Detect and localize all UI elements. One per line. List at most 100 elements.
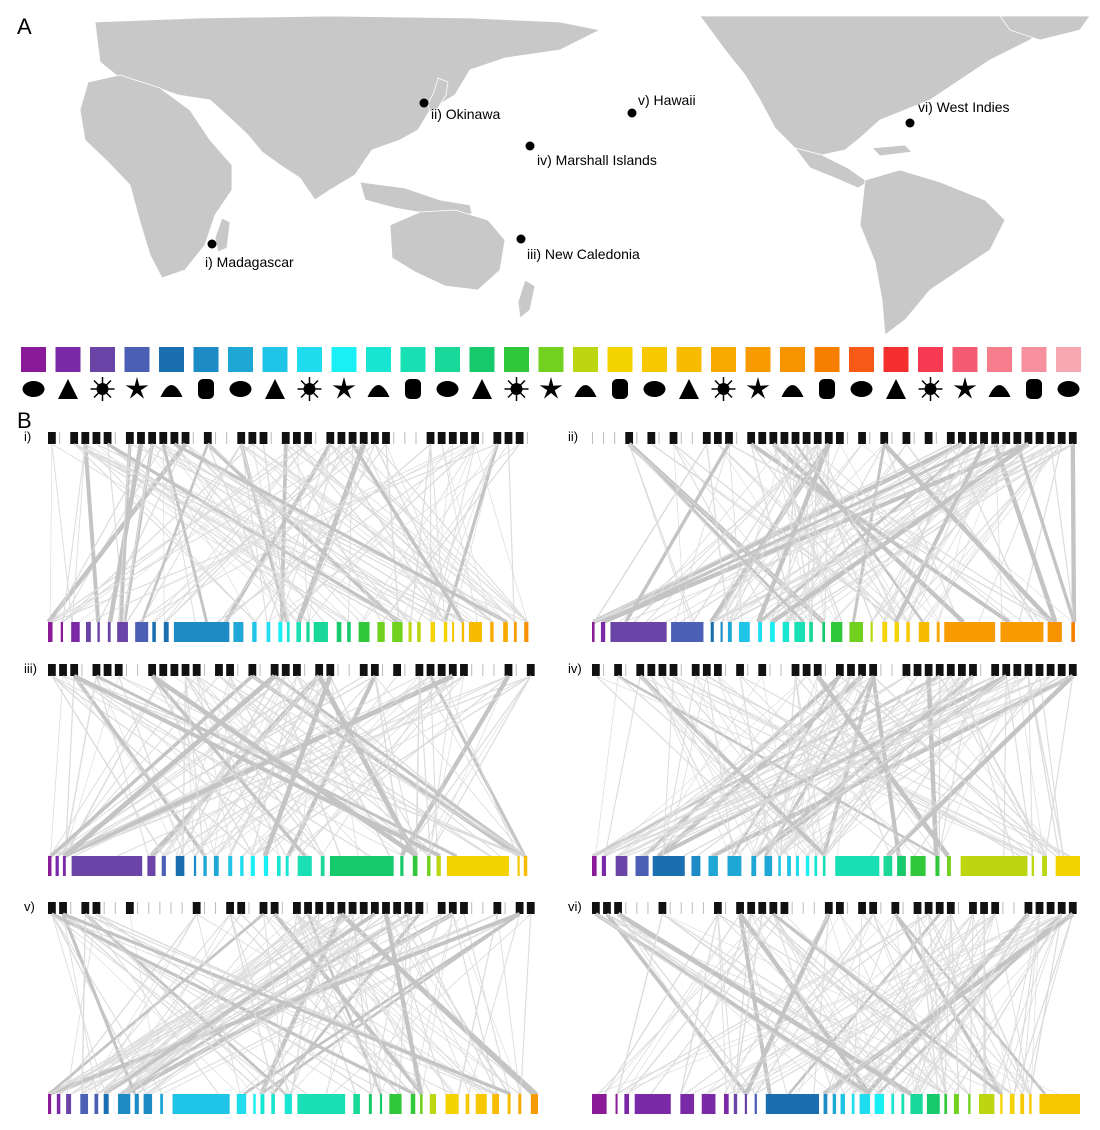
interaction-edge <box>761 443 1018 623</box>
host-node <box>787 856 791 876</box>
interaction-edge <box>85 443 418 623</box>
interaction-edge <box>326 913 353 1095</box>
interaction-edge <box>150 674 307 858</box>
host-node <box>135 622 149 642</box>
madagascar-landmass <box>214 217 231 253</box>
network-label: v) <box>24 899 35 914</box>
interaction-edge <box>735 913 1073 1095</box>
symbiont-node <box>81 432 90 444</box>
interaction-edge <box>894 443 986 623</box>
interaction-edge <box>260 912 521 1096</box>
interaction-edge <box>51 913 106 1095</box>
interaction-edge <box>744 913 1073 1095</box>
interaction-edge <box>665 443 985 623</box>
host-node <box>947 856 951 876</box>
network-label: iv) <box>568 661 582 676</box>
interaction-edge <box>674 443 730 623</box>
symbiont-node <box>847 664 855 676</box>
interaction-edge <box>88 443 465 623</box>
host-node <box>906 622 910 642</box>
symbiont-node <box>293 664 301 676</box>
interaction-edge <box>615 913 929 1095</box>
symbiont-node <box>137 902 139 914</box>
interaction-edge <box>751 675 1007 857</box>
interaction-edge <box>1005 675 1033 857</box>
symbiont-node <box>614 902 622 914</box>
interaction-edge <box>339 912 535 1096</box>
interaction-edge <box>150 913 520 1095</box>
interaction-edge <box>772 443 996 623</box>
interaction-edge <box>185 443 433 623</box>
host-group-swatch <box>228 347 253 372</box>
host-node <box>284 1094 292 1114</box>
interaction-edge <box>662 675 675 857</box>
host-node <box>832 1094 837 1114</box>
host-node <box>727 856 742 876</box>
host-node <box>530 1094 538 1114</box>
interaction-edge <box>73 443 257 623</box>
symbiont-node <box>1024 902 1033 914</box>
symbiont-node <box>493 432 502 444</box>
interaction-edge <box>794 675 817 857</box>
symbiont-node <box>858 432 866 444</box>
symbiont-node <box>393 664 402 676</box>
symbiont-node <box>393 902 402 914</box>
symbiont-node <box>315 664 324 676</box>
interaction-edge <box>296 443 493 623</box>
host-node <box>160 1094 164 1114</box>
interaction-edge <box>62 912 512 1096</box>
symbiont-node <box>946 902 955 914</box>
symbiont-node <box>504 664 513 676</box>
host-node <box>48 1094 52 1114</box>
interaction-edge <box>140 443 242 623</box>
interaction-edge <box>784 913 959 1095</box>
symbiont-node <box>869 432 871 444</box>
host-node <box>601 856 606 876</box>
symbiont-node <box>647 432 656 444</box>
host-node <box>329 856 394 876</box>
symbiont-node <box>858 902 866 914</box>
symbiont-node <box>780 432 789 444</box>
symbiont-node <box>813 432 822 444</box>
interaction-edge <box>785 443 885 623</box>
symbiont-node <box>614 432 616 444</box>
interaction-edge <box>251 674 521 858</box>
symbiont-node <box>791 432 800 444</box>
symbiont-node <box>592 902 600 914</box>
host-node <box>738 622 750 642</box>
interaction-edge <box>154 443 353 623</box>
host-node <box>770 622 775 642</box>
interaction-edge <box>778 675 1062 857</box>
symbiont-node <box>1046 664 1055 676</box>
interaction-edge <box>64 675 75 857</box>
interaction-edge <box>164 675 465 857</box>
interaction-edge <box>83 443 101 623</box>
symbiont-node <box>426 432 435 444</box>
symbiont-node <box>415 664 424 676</box>
interaction-edge <box>381 443 521 623</box>
central-america-landmass <box>793 147 869 189</box>
interaction-edge <box>797 913 874 1095</box>
host-node <box>1020 1094 1025 1114</box>
host-group-swatch <box>193 347 219 372</box>
interaction-edge <box>832 443 1007 623</box>
interaction-edge <box>928 913 946 1095</box>
greenland-landmass <box>999 15 1091 41</box>
host-node <box>724 1094 729 1114</box>
interaction-edge <box>913 675 1040 857</box>
symbiont-node <box>504 902 506 914</box>
interaction-edge <box>1044 675 1074 857</box>
interaction-edge <box>84 443 256 623</box>
interaction-edge <box>950 443 1034 623</box>
interaction-edge <box>50 675 320 857</box>
interaction-edge <box>240 443 473 623</box>
symbiont-node <box>304 664 306 676</box>
interaction-edge <box>216 443 476 623</box>
symbiont-node <box>448 432 457 444</box>
interaction-edge <box>185 443 361 623</box>
host-group-swatch <box>711 347 736 372</box>
interaction-edge <box>616 675 1051 857</box>
interaction-edge <box>196 913 493 1095</box>
anemone-icon <box>297 377 322 401</box>
interaction-edge <box>604 913 763 1095</box>
